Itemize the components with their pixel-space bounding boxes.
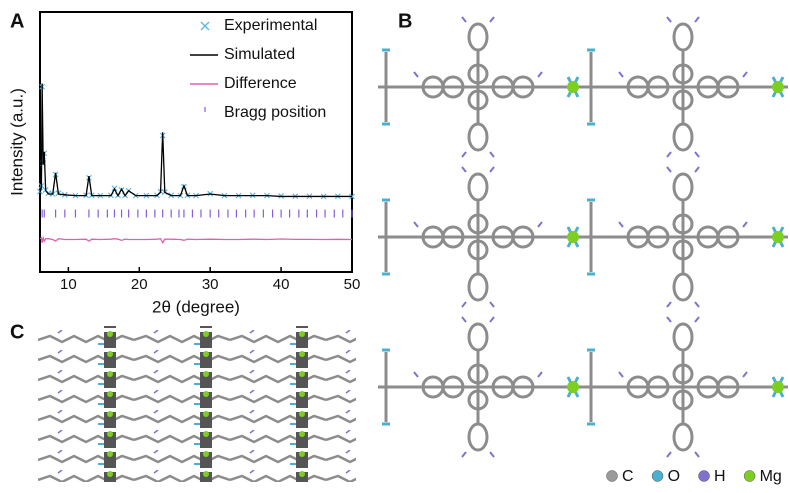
x-tick-label: 10 <box>60 276 77 293</box>
legend-swatch <box>201 22 209 30</box>
atom-swatch <box>699 471 710 482</box>
atom-swatch <box>744 471 755 482</box>
panel-label: C <box>10 321 24 343</box>
x-tick-label: 50 <box>344 276 361 293</box>
x-tick-label: 30 <box>202 276 219 293</box>
crystal-structure-c <box>38 326 356 482</box>
plot-a: 2θ (degree) Intensity (a.u.) 10 20 30 40 50 E… <box>7 12 360 316</box>
crystal-structure-b <box>378 12 788 460</box>
legend-label: Difference <box>224 75 297 92</box>
panel-label: A <box>10 10 24 32</box>
atom-label: H <box>714 468 726 485</box>
atom-label: O <box>668 468 680 485</box>
x-axis-title: 2θ (degree) <box>152 297 240 316</box>
atom-label: C <box>622 468 634 485</box>
plot-frame <box>40 12 352 272</box>
x-tick-label: 20 <box>131 276 148 293</box>
legend-label: Experimental <box>224 17 317 34</box>
figure: A B C 2θ (degree) Intensity (a.u.) 10203… <box>0 0 790 488</box>
y-axis-title: Intensity (a.u.) <box>7 88 26 196</box>
series-line <box>40 238 352 243</box>
atom-swatch <box>607 471 618 482</box>
legend-label: Bragg position <box>224 104 326 121</box>
atom-swatch <box>652 471 663 482</box>
x-tick-label: 40 <box>273 276 290 293</box>
atom-label: Mg <box>760 468 782 485</box>
legend-label: Simulated <box>224 46 295 63</box>
atom-legend: C O H Mg <box>607 468 782 485</box>
